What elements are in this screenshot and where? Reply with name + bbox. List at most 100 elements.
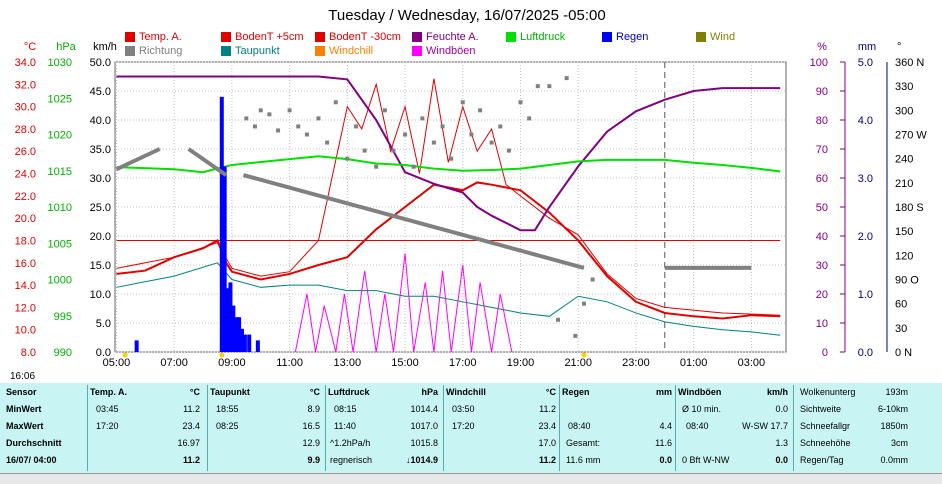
legend-item: Richtung	[125, 45, 182, 57]
y-tick-label-speed_kmh: 30.0	[90, 173, 111, 185]
table-cell: 16.5	[302, 421, 320, 431]
direction-point	[590, 277, 595, 282]
y-tick-label-humidity_pct: 100	[810, 57, 828, 69]
y-tick-label-speed_kmh: 5.0	[96, 318, 111, 330]
table-cell: 11.6 mm	[566, 455, 601, 465]
y-tick-label-humidity_pct: 50	[816, 202, 828, 214]
y-tick-label-temp_c: 30.0	[15, 102, 36, 114]
legend-swatch	[125, 46, 135, 56]
legend-label: BodenT -30cm	[329, 31, 401, 43]
time-marker	[219, 352, 225, 358]
direction-point	[345, 156, 350, 161]
y-tick-label-humidity_pct: 10	[816, 318, 828, 330]
direction-point	[498, 124, 503, 129]
y-tick-label-temp_c: 14.0	[15, 280, 36, 292]
legend-item: Feuchte A.	[412, 31, 479, 43]
table-cell: Gesamt:	[566, 438, 601, 448]
legend-swatch	[602, 32, 612, 42]
table-column: Sensor MinWert MaxWert Durchschnitt 16/07/ 0…	[6, 383, 86, 473]
column-unit: km/h	[766, 387, 788, 397]
y-tick-label-humidity_pct: 80	[816, 115, 828, 127]
y-tick-label-speed_kmh: 35.0	[90, 144, 111, 156]
column-header: Windböen	[678, 387, 722, 397]
column-separator	[675, 385, 676, 471]
x-tick-label: 23:00	[622, 357, 650, 369]
rain-bar	[255, 340, 260, 352]
y-tick-label-temp_c: 12.0	[15, 302, 36, 314]
x-tick-label: 13:00	[334, 357, 362, 369]
column-unit: °C	[545, 387, 556, 397]
direction-point	[325, 140, 330, 145]
table-cell: 08:40	[568, 421, 591, 431]
column-separator	[87, 385, 88, 471]
series-line-feuchte-a-	[116, 75, 781, 232]
direction-point	[469, 132, 474, 137]
table-column: Windchill °C 03:50 11.2 17:20 23.4 17.0 11.2	[446, 383, 560, 473]
table-cell: 4.4	[659, 421, 672, 431]
y-unit-pressure_hpa: hPa	[56, 41, 76, 53]
direction-point	[316, 116, 321, 121]
table-cell: 1015.8	[410, 438, 438, 448]
direction-point	[304, 132, 309, 137]
y-tick-label-humidity_pct: 70	[816, 144, 828, 156]
rain-bar	[231, 305, 236, 352]
direction-point	[244, 116, 249, 121]
column-header: Temp. A.	[90, 387, 128, 397]
y-tick-label-humidity_pct: 20	[816, 289, 828, 301]
table-cell: 17.0	[538, 438, 556, 448]
rain-bar	[219, 96, 224, 352]
table-cell: 0.0	[659, 455, 672, 465]
y-tick-label-humidity_pct: 30	[816, 260, 828, 272]
table-cell: 1.3	[775, 438, 788, 448]
direction-point	[374, 164, 379, 169]
table-cell: 08:40	[686, 421, 709, 431]
table-column: Wolkenunterg 193m Sichtweite 6-10km Schneefa…	[796, 383, 942, 473]
y-tick-label-temp_c: 22.0	[15, 191, 36, 203]
x-tick-label: 09:00	[218, 357, 246, 369]
table-cell: ↓1014.9	[405, 455, 438, 465]
legend-item: Wind	[696, 31, 735, 43]
info-label: Schneefallgr	[800, 421, 851, 431]
table-cell: 11:40	[334, 421, 356, 431]
y-tick-label-humidity_pct: 40	[816, 231, 828, 243]
table-column: Luftdruck hPa 08:15 1014.4 11:40 1017.0 ^1.2hP…	[328, 383, 442, 473]
y-tick-label-rain_mm: 1.0	[858, 289, 873, 301]
info-value: 3cm	[890, 438, 908, 448]
table-cell: 03:50	[452, 404, 475, 414]
table-column: Temp. A. °C 03:45 11.2 17:20 23.4 16.97 11.2	[90, 383, 204, 473]
y-tick-label-pressure_hpa: 1000	[48, 275, 72, 287]
direction-point	[420, 116, 425, 121]
y-tick-label-direction_deg: 150	[895, 226, 913, 238]
direction-point	[489, 140, 494, 145]
legend-item: Windböen	[412, 45, 476, 57]
info-value: 0.0mm	[880, 455, 908, 465]
y-tick-label-temp_c: 8.0	[21, 347, 36, 359]
rain-bar	[242, 334, 247, 352]
direction-point	[573, 333, 578, 338]
legend-item: BodenT +5cm	[221, 31, 304, 43]
table-cell: 17:20	[96, 421, 119, 431]
y-tick-label-humidity_pct: 90	[816, 86, 828, 98]
legend-swatch	[412, 32, 422, 42]
y-tick-label-speed_kmh: 10.0	[90, 289, 111, 301]
x-tick-label: 01:00	[680, 357, 708, 369]
table-cell: 08:15	[334, 404, 357, 414]
direction-point	[449, 156, 454, 161]
y-tick-label-direction_deg: 210	[895, 178, 913, 190]
direction-point	[276, 128, 281, 133]
table-cell: 0.0	[775, 455, 788, 465]
y-tick-label-speed_kmh: 40.0	[90, 115, 111, 127]
current-time: 16:06	[10, 371, 36, 382]
y-tick-label-rain_mm: 4.0	[858, 115, 873, 127]
column-separator	[325, 385, 326, 471]
y-tick-label-direction_deg: 330	[895, 81, 913, 93]
legend-label: Luftdruck	[520, 31, 566, 43]
y-tick-label-rain_mm: 0.0	[858, 347, 873, 359]
y-tick-label-pressure_hpa: 1005	[48, 238, 72, 250]
y-tick-label-direction_deg: 360 N	[895, 57, 924, 69]
x-tick-label: 11:00	[276, 357, 303, 369]
direction-point	[287, 108, 292, 113]
y-tick-label-temp_c: 32.0	[15, 79, 36, 91]
legend-swatch	[412, 46, 422, 56]
column-unit: mm	[655, 387, 672, 397]
